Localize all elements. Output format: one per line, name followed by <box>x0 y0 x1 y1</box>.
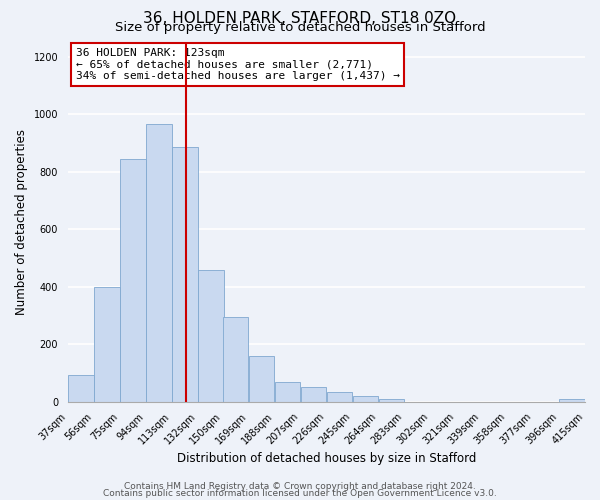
Bar <box>172 148 197 402</box>
Y-axis label: Number of detached properties: Number of detached properties <box>15 129 28 315</box>
Text: 36, HOLDEN PARK, STAFFORD, ST18 0ZQ: 36, HOLDEN PARK, STAFFORD, ST18 0ZQ <box>143 11 457 26</box>
Text: Size of property relative to detached houses in Stafford: Size of property relative to detached ho… <box>115 21 485 34</box>
Text: Contains public sector information licensed under the Open Government Licence v3: Contains public sector information licen… <box>103 489 497 498</box>
Bar <box>223 317 248 402</box>
Bar <box>94 287 119 402</box>
Bar <box>198 270 224 402</box>
Bar <box>68 374 94 402</box>
X-axis label: Distribution of detached houses by size in Stafford: Distribution of detached houses by size … <box>177 452 476 465</box>
Bar <box>275 382 300 402</box>
Text: 36 HOLDEN PARK: 123sqm
← 65% of detached houses are smaller (2,771)
34% of semi-: 36 HOLDEN PARK: 123sqm ← 65% of detached… <box>76 48 400 81</box>
Bar <box>379 399 404 402</box>
Bar <box>559 399 585 402</box>
Bar <box>301 388 326 402</box>
Bar <box>326 392 352 402</box>
Bar <box>120 159 146 402</box>
Bar <box>248 356 274 402</box>
Text: Contains HM Land Registry data © Crown copyright and database right 2024.: Contains HM Land Registry data © Crown c… <box>124 482 476 491</box>
Bar <box>353 396 378 402</box>
Bar <box>146 124 172 402</box>
